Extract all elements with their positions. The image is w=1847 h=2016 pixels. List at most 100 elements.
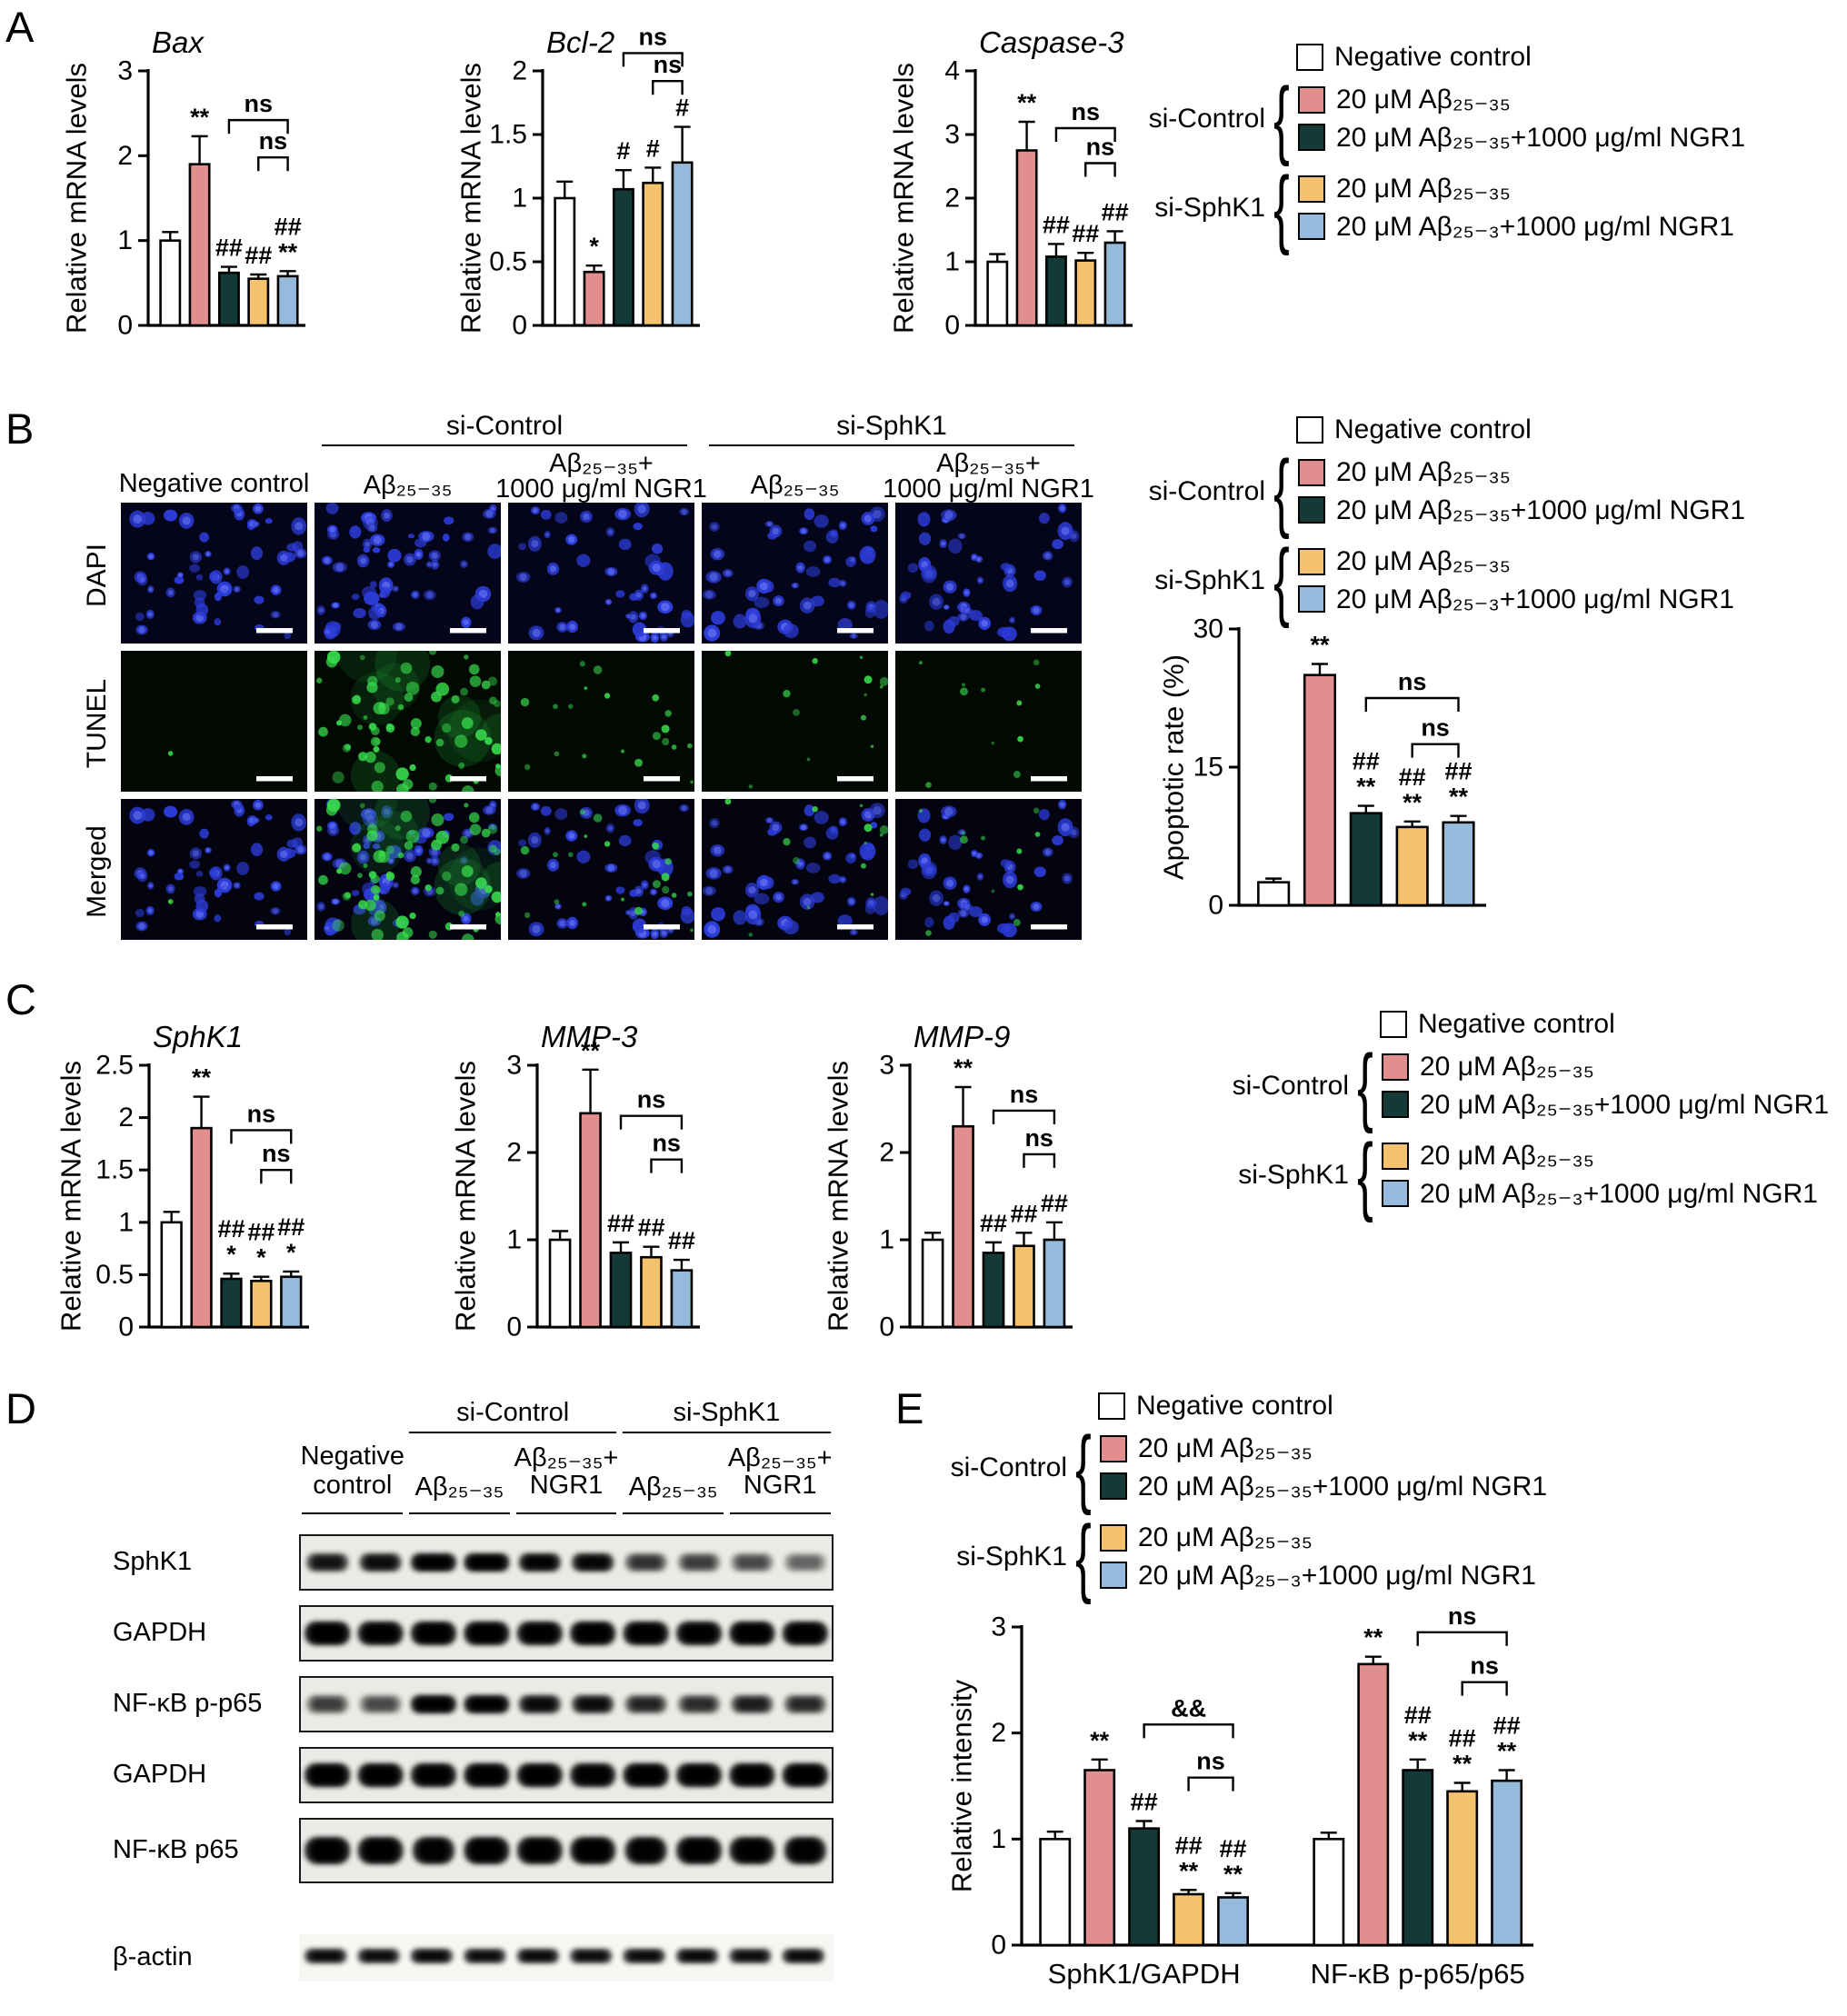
legend-item: 20 μM Aβ₂₅₋₃+1000 μg/ml NGR1 <box>1382 1179 1818 1210</box>
svg-text:##: ## <box>275 213 302 240</box>
svg-text:Relative mRNA levels: Relative mRNA levels <box>55 1061 87 1332</box>
svg-text:ns: ns <box>245 90 274 117</box>
blot-col-label: si-Control <box>456 1398 570 1427</box>
svg-text:ns: ns <box>1086 134 1115 161</box>
svg-text:**: ** <box>1310 632 1330 659</box>
legend-group-label: si-SphK1 <box>1154 192 1265 223</box>
brace-icon: { <box>1273 158 1290 256</box>
svg-text:*: * <box>256 1244 266 1272</box>
svg-text:Caspase-3: Caspase-3 <box>979 25 1124 59</box>
chart-intensity: 0 1 2 3 Relative intensity ** ## ## ** ## ** SphK1/… <box>938 1600 1542 2001</box>
svg-text:0: 0 <box>879 1312 894 1342</box>
legend-item: 20 μM Aβ₂₅₋₃₅+1000 μg/ml NGR1 <box>1100 1472 1547 1502</box>
svg-text:**: ** <box>1356 773 1376 801</box>
svg-text:*: * <box>286 1239 296 1266</box>
svg-text:2: 2 <box>879 1138 894 1168</box>
svg-text:NF-κB p-p65/p65: NF-κB p-p65/p65 <box>1311 1958 1525 1990</box>
legend-item: 20 μM Aβ₂₅₋₃₅+1000 μg/ml NGR1 <box>1298 123 1745 154</box>
legend-item: 20 μM Aβ₂₅₋₃₅ <box>1100 1522 1536 1553</box>
legend-label: 20 μM Aβ₂₅₋₃+1000 μg/ml NGR1 <box>1138 1560 1536 1591</box>
svg-text:**: ** <box>278 238 298 265</box>
legend-group-label: si-SphK1 <box>956 1541 1067 1572</box>
svg-text:0.5: 0.5 <box>95 1260 134 1290</box>
chart-mmp3: 0 1 2 3 Relative mRNA levels MMP-3 ** ## ## ## ns n… <box>442 1011 711 1349</box>
micro-merged-image-col2 <box>314 799 501 940</box>
blot-strip-6 <box>299 1934 834 1981</box>
brace-icon: { <box>1357 1036 1373 1134</box>
micro-col-label: Aβ₂₅₋₃₅ <box>750 471 840 500</box>
svg-text:##: ## <box>1444 758 1472 785</box>
svg-text:3: 3 <box>944 120 960 150</box>
blot-strip-1 <box>299 1534 834 1591</box>
legend-label: 20 μM Aβ₂₅₋₃+1000 μg/ml NGR1 <box>1336 211 1734 242</box>
svg-text:##: ## <box>1041 1190 1068 1217</box>
svg-text:2.5: 2.5 <box>95 1051 134 1081</box>
blot-strip-4 <box>299 1747 834 1803</box>
legend-label: 20 μM Aβ₂₅₋₃₅ <box>1336 546 1511 576</box>
svg-text:ns: ns <box>262 1140 291 1167</box>
legend-group-label: si-Control <box>950 1452 1067 1482</box>
svg-text:1: 1 <box>118 1207 134 1237</box>
svg-text:**: ** <box>192 1064 212 1092</box>
legend-group-label: si-Control <box>1148 475 1265 506</box>
legend-item-negative: Negative control <box>1296 414 1745 445</box>
micro-merged-image-col1 <box>121 799 307 940</box>
blot-area: SphK1 GAPDH NF-κB p-p65 GAPDH NF-κB p65 β-act… <box>113 1534 834 1989</box>
legend-label: 20 μM Aβ₂₅₋₃₅ <box>1420 1141 1594 1171</box>
svg-text:**: ** <box>190 104 210 131</box>
svg-text:##: ## <box>1353 748 1380 775</box>
micro-tunel-image-col2 <box>314 651 501 792</box>
svg-text:ns: ns <box>654 51 683 78</box>
svg-text:##: ## <box>1220 1835 1247 1862</box>
legend-label: Negative control <box>1418 1009 1615 1039</box>
blot-col-label: Aβ₂₅₋₃₅ <box>628 1472 718 1502</box>
micro-dapi-image-col4 <box>702 503 888 644</box>
legend-swatch <box>1382 1091 1409 1119</box>
panel-letter-a: A <box>5 3 35 51</box>
svg-text:**: ** <box>1017 89 1037 116</box>
svg-text:1: 1 <box>117 225 133 255</box>
legend-label: 20 μM Aβ₂₅₋₃₅+1000 μg/ml NGR1 <box>1420 1089 1830 1120</box>
legend-group: si-SphK1 {20 μM Aβ₂₅₋₃₅ 20 μM Aβ₂₅₋₃+1000 … <box>1220 1131 1829 1218</box>
svg-text:ns: ns <box>1024 1124 1053 1152</box>
blot-col-label: NGR1 <box>743 1471 817 1500</box>
micro-col-label: Aβ₂₅₋₃₅+ <box>936 449 1041 478</box>
svg-text:**: ** <box>1223 1861 1243 1888</box>
blot-row-label: β-actin <box>113 1942 193 1971</box>
legend-swatch <box>1100 1472 1127 1501</box>
svg-text:0: 0 <box>506 1312 522 1342</box>
micro-group-header: si-Control <box>445 411 564 441</box>
brace-icon: { <box>1075 1418 1092 1516</box>
legend-swatch <box>1298 124 1325 152</box>
svg-text:Relative mRNA levels: Relative mRNA levels <box>450 1061 482 1332</box>
legend-group: si-SphK1 {20 μM Aβ₂₅₋₃₅ 20 μM Aβ₂₅₋₃+1000 … <box>1136 158 1745 256</box>
svg-text:ns: ns <box>1072 98 1101 125</box>
legend-label: 20 μM Aβ₂₅₋₃+1000 μg/ml NGR1 <box>1420 1178 1818 1209</box>
blot-header: si-Control si-SphK1 Negative control Aβ₂₅₋₃₅… <box>299 1398 834 1534</box>
legend-item: 20 μM Aβ₂₅₋₃₅ <box>1100 1433 1547 1464</box>
svg-text:15: 15 <box>1193 753 1223 783</box>
svg-text:Relative mRNA levels: Relative mRNA levels <box>888 63 920 334</box>
legend-swatch <box>1380 1010 1407 1038</box>
svg-text:0: 0 <box>512 311 527 341</box>
panel-letter-d: D <box>5 1384 36 1432</box>
micro-dapi-image-col2 <box>314 503 501 644</box>
svg-text:**: ** <box>1408 1727 1428 1754</box>
micro-dapi-image-col5 <box>895 503 1082 644</box>
svg-text:1: 1 <box>512 184 527 214</box>
svg-text:4: 4 <box>944 56 960 86</box>
blot-strip-2 <box>299 1605 834 1662</box>
svg-text:30: 30 <box>1193 614 1223 644</box>
legend-group: si-SphK1 {20 μM Aβ₂₅₋₃₅ 20 μM Aβ₂₅₋₃+1000 … <box>938 1512 1547 1600</box>
legend-group-label: si-Control <box>1148 103 1265 134</box>
legend-item: 20 μM Aβ₂₅₋₃₅ <box>1298 174 1734 205</box>
micro-col-label: 1000 μg/ml NGR1 <box>883 474 1094 504</box>
svg-text:&&: && <box>1171 1694 1206 1722</box>
chart-caspase3: 0 1 2 3 4 Relative mRNA levels Caspase-3 ** ## ##… <box>880 16 1143 345</box>
legend-item: 20 μM Aβ₂₅₋₃+1000 μg/ml NGR1 <box>1298 212 1734 243</box>
blot-lane-underline <box>302 1512 404 1514</box>
svg-text:1.5: 1.5 <box>95 1155 134 1185</box>
legend-item: 20 μM Aβ₂₅₋₃+1000 μg/ml NGR1 <box>1298 584 1734 615</box>
legend-item: 20 μM Aβ₂₅₋₃₅+1000 μg/ml NGR1 <box>1382 1090 1829 1121</box>
legend-swatch <box>1382 1142 1409 1170</box>
